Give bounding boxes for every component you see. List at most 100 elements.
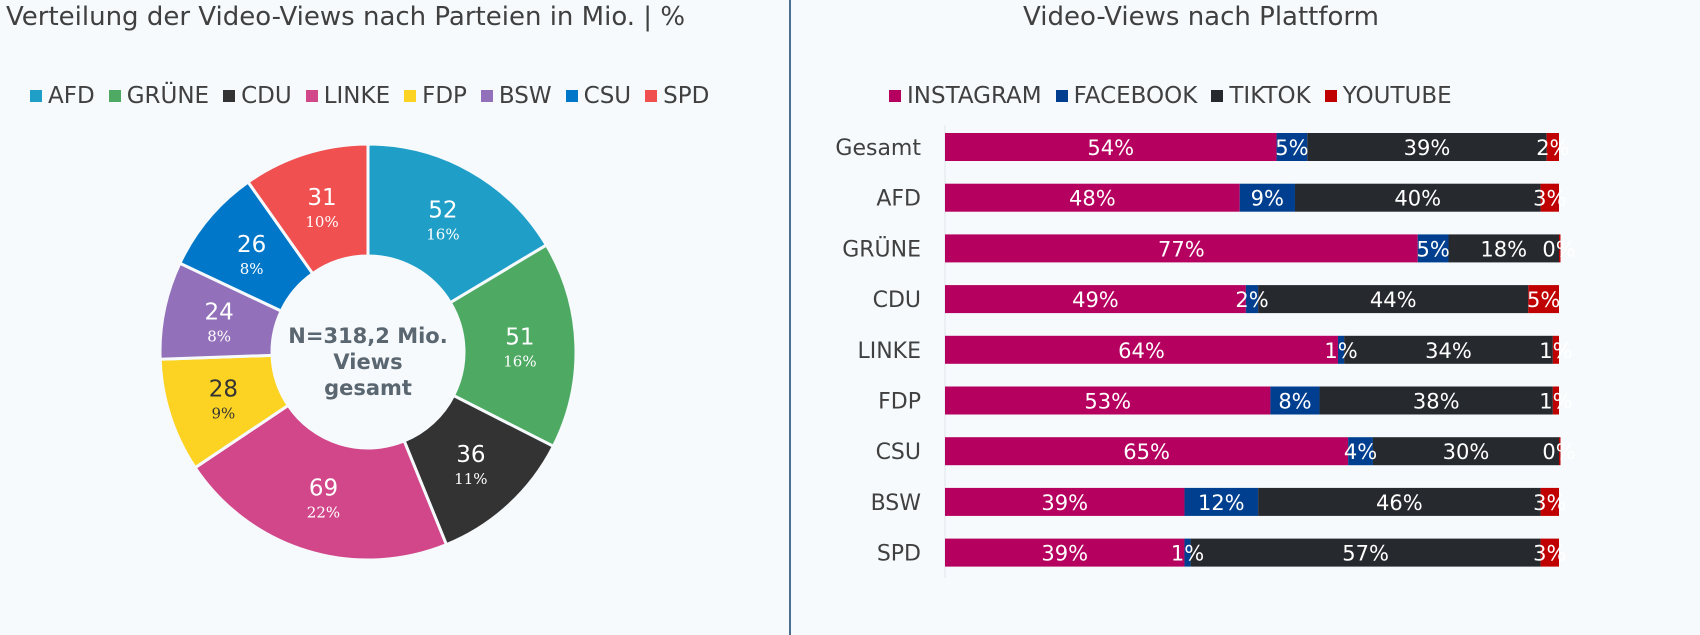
legend-item-youtube: YOUTUBE bbox=[1324, 83, 1452, 109]
legend-swatch bbox=[889, 90, 901, 102]
bar-data-label: 1% bbox=[1171, 542, 1204, 566]
bar-data-label: 64% bbox=[1118, 339, 1165, 363]
bar-segment-instagram bbox=[945, 538, 1185, 567]
bar-data-label: 5% bbox=[1275, 136, 1308, 160]
bar-segment-tiktok bbox=[1344, 335, 1553, 364]
bar-segment-facebook bbox=[1239, 183, 1295, 212]
platform-bar-panel: Video-Views nach Plattform INSTAGRAM FACE… bbox=[791, 0, 1700, 635]
bar-segment-instagram bbox=[945, 437, 1349, 466]
donut-legend: AFD GRÜNE CDU LINKE FDP BSW CSU SPD bbox=[30, 83, 723, 109]
bar-data-label: 38% bbox=[1413, 390, 1460, 414]
category-label: CSU bbox=[876, 440, 921, 465]
slice-value-label: 24 bbox=[204, 299, 233, 325]
donut-center-label: N=318,2 Mio. bbox=[288, 324, 447, 348]
bar-data-label: 40% bbox=[1394, 187, 1441, 211]
slice-value-label: 31 bbox=[307, 185, 336, 211]
slice-percent-label: 10% bbox=[305, 213, 338, 231]
slice-value-label: 69 bbox=[309, 475, 338, 501]
legend-swatch bbox=[1055, 90, 1068, 102]
slice-grüne bbox=[448, 242, 578, 449]
slice-afd bbox=[366, 142, 549, 305]
legend-item-tiktok: TIKTOK bbox=[1211, 83, 1311, 109]
legend-label: GRÜNE bbox=[126, 83, 210, 109]
bar-segment-instagram bbox=[945, 386, 1271, 415]
legend-swatch bbox=[1324, 90, 1337, 102]
donut-center-label: Views bbox=[333, 350, 402, 374]
category-label: GRÜNE bbox=[842, 236, 921, 262]
legend-label: SPD bbox=[663, 83, 710, 109]
legend-item-csu: CSU bbox=[565, 83, 631, 109]
bar-data-label: 0% bbox=[1542, 237, 1575, 261]
bar-data-label: 65% bbox=[1123, 440, 1170, 464]
bar-legend: INSTAGRAM FACEBOOK TIKTOK YOUTUBE bbox=[889, 83, 1466, 109]
bar-data-label: 1% bbox=[1539, 390, 1572, 414]
legend-item-linke: LINKE bbox=[305, 83, 390, 109]
bar-data-label: 12% bbox=[1198, 491, 1245, 515]
category-label: BSW bbox=[871, 491, 922, 516]
slice-value-label: 26 bbox=[237, 232, 266, 258]
legend-swatch bbox=[1211, 90, 1224, 102]
slice-percent-label: 22% bbox=[307, 503, 340, 521]
legend-label: FDP bbox=[422, 83, 467, 109]
legend-label: CDU bbox=[241, 83, 292, 109]
bar-data-label: 18% bbox=[1480, 237, 1527, 261]
slice-spd bbox=[245, 142, 370, 276]
bar-segment-facebook bbox=[1348, 437, 1373, 466]
bar-data-label: 30% bbox=[1443, 440, 1490, 464]
bar-segment-facebook bbox=[1245, 285, 1259, 314]
bar-data-label: 39% bbox=[1404, 136, 1451, 160]
bar-segment-youtube bbox=[1552, 335, 1559, 364]
panel-divider bbox=[789, 0, 791, 635]
slice-percent-label: 16% bbox=[503, 353, 536, 371]
bar-segment-tiktok bbox=[1372, 437, 1559, 466]
bar-segment-facebook bbox=[1270, 386, 1320, 415]
bar-segment-youtube bbox=[1540, 487, 1559, 516]
legend-swatch bbox=[30, 90, 42, 102]
bar-data-label: 34% bbox=[1425, 339, 1472, 363]
legend-swatch bbox=[305, 90, 318, 102]
slice-linke bbox=[193, 403, 449, 562]
bar-segment-youtube bbox=[1540, 183, 1559, 212]
slice-value-label: 51 bbox=[505, 325, 534, 351]
slice-value-label: 28 bbox=[209, 377, 238, 403]
slice-percent-label: 8% bbox=[240, 260, 264, 278]
legend-item-instagram: INSTAGRAM bbox=[889, 83, 1042, 109]
legend-label: INSTAGRAM bbox=[907, 83, 1042, 109]
bar-segment-youtube bbox=[1552, 386, 1559, 415]
bar-segment-tiktok bbox=[1448, 234, 1559, 263]
category-label: CDU bbox=[873, 288, 921, 313]
bar-segment-facebook bbox=[1276, 133, 1308, 161]
bar-segment-instagram bbox=[945, 234, 1418, 263]
bar-data-label: 39% bbox=[1041, 542, 1088, 566]
bar-segment-facebook bbox=[1184, 487, 1259, 516]
bar-chart: Gesamt 54% 5% 39% 2% AFD 48% 9% 40% 3% GRÜNE 77% 5% 1… bbox=[835, 125, 1576, 578]
legend-swatch bbox=[223, 90, 236, 102]
bar-data-label: 48% bbox=[1069, 187, 1116, 211]
legend-item-spd: SPD bbox=[645, 83, 709, 109]
legend-label: FACEBOOK bbox=[1073, 83, 1198, 109]
slice-value-label: 52 bbox=[428, 198, 457, 224]
bar-data-label: 2% bbox=[1235, 288, 1268, 312]
bar-data-label: 3% bbox=[1533, 187, 1566, 211]
bar-data-label: 2% bbox=[1536, 136, 1569, 160]
bar-data-label: 49% bbox=[1072, 288, 1119, 312]
bar-data-label: 1% bbox=[1324, 339, 1357, 363]
bar-data-label: 77% bbox=[1158, 237, 1205, 261]
bar-segment-youtube bbox=[1559, 234, 1561, 263]
bar-data-label: 3% bbox=[1533, 491, 1566, 515]
bar-segment-youtube bbox=[1540, 538, 1559, 567]
bar-data-label: 3% bbox=[1533, 542, 1566, 566]
bar-segment-youtube bbox=[1546, 133, 1559, 161]
legend-swatch bbox=[480, 90, 493, 102]
slice-value-label: 36 bbox=[456, 442, 485, 468]
bar-segment-tiktok bbox=[1307, 133, 1547, 161]
legend-swatch bbox=[645, 90, 658, 102]
legend-item-fdp: FDP bbox=[404, 83, 467, 109]
bar-segment-instagram bbox=[945, 133, 1277, 161]
legend-item-facebook: FACEBOOK bbox=[1055, 83, 1198, 109]
bar-segment-instagram bbox=[945, 183, 1240, 212]
bar-segment-tiktok bbox=[1190, 538, 1541, 567]
bar-segment-facebook bbox=[1337, 335, 1345, 364]
bar-segment-tiktok bbox=[1319, 386, 1553, 415]
category-label: LINKE bbox=[857, 339, 921, 364]
